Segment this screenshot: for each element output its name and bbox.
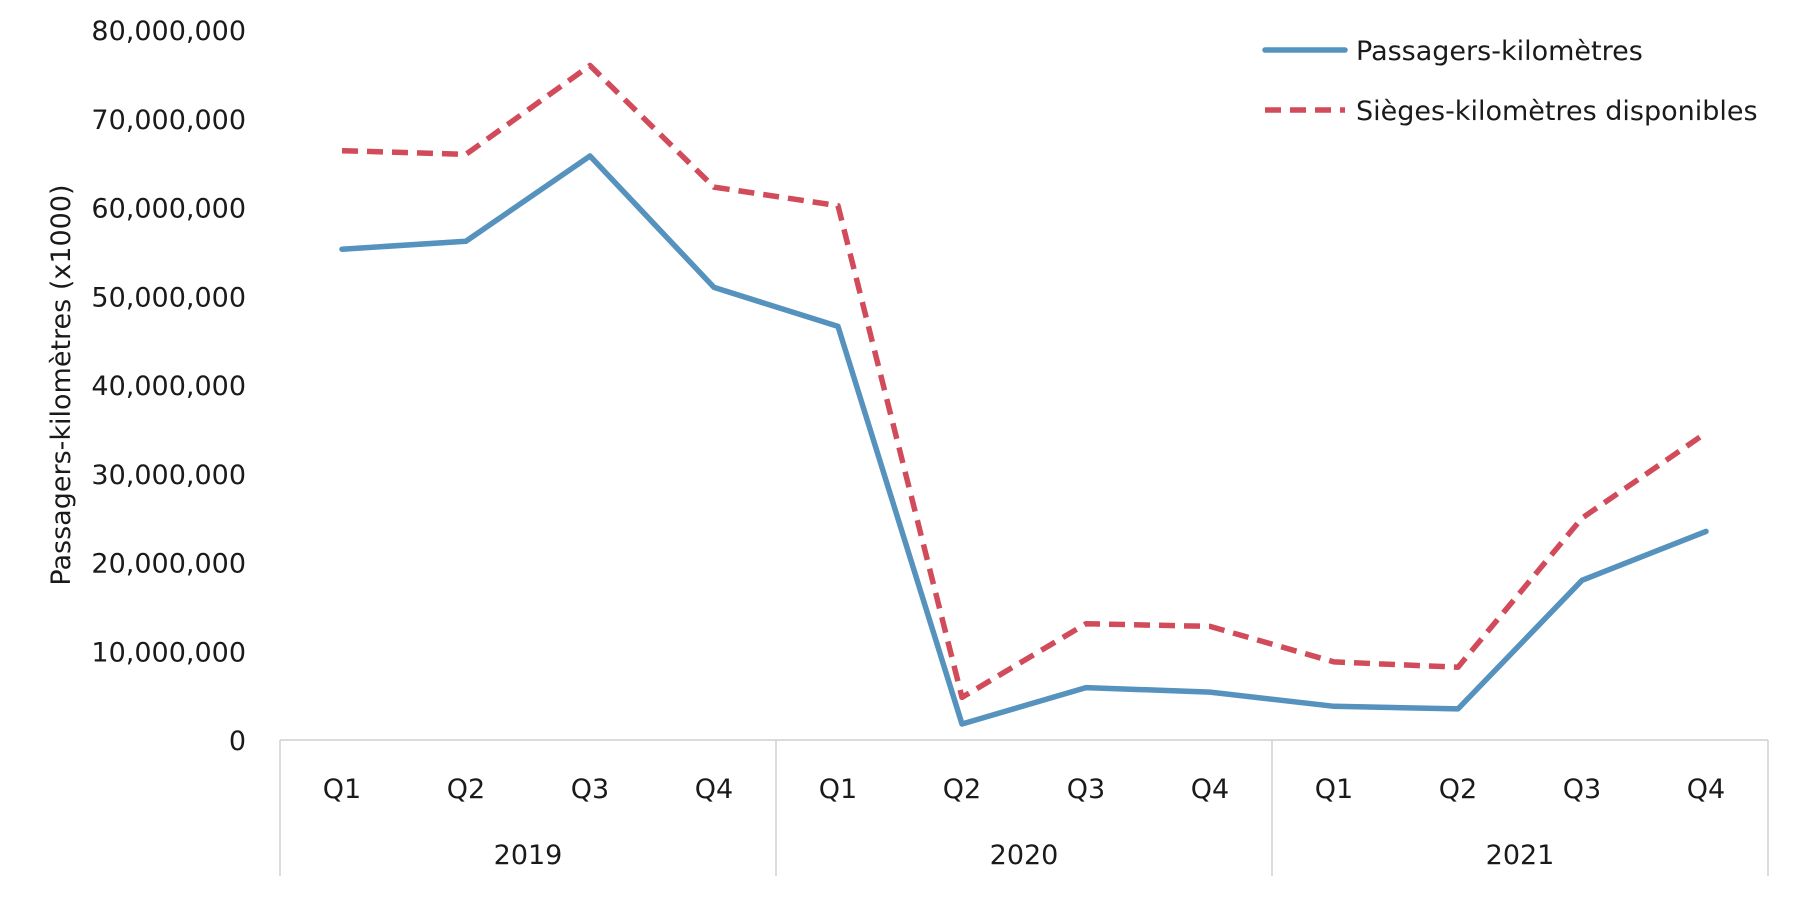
x-group-label: 2021 (1486, 840, 1555, 871)
y-axis-label: Passagers-kilomètres (x1000) (46, 184, 77, 585)
y-tick-label: 70,000,000 (91, 105, 246, 136)
x-tick-label: Q2 (447, 774, 485, 805)
x-tick-label: Q4 (1191, 774, 1229, 805)
x-axis: Q1 Q2 Q3 Q4 Q1 Q2 Q3 Q4 Q1 Q2 Q3 Q4 2019 2020 2021 (279, 739, 1769, 876)
y-axis-ticks: 0 10,000,000 20,000,000 30,000,000 40,000,00… (91, 16, 246, 757)
legend-label: Passagers-kilomètres (1356, 36, 1643, 67)
series-layer (339, 62, 1709, 727)
y-tick-label: 10,000,000 (91, 637, 246, 668)
legend: Passagers-kilomètres Sièges-kilomètres di… (1262, 36, 1758, 127)
x-tick-label: Q2 (1439, 774, 1477, 805)
y-tick-label: 80,000,000 (91, 16, 246, 47)
x-tick-label: Q4 (695, 774, 733, 805)
y-tick-label: 20,000,000 (91, 549, 246, 580)
y-tick-label: 0 (229, 726, 246, 757)
y-axis-title: Passagers-kilomètres (x1000) (46, 184, 77, 585)
series-line-1 (339, 153, 1709, 727)
x-tick-label: Q2 (943, 774, 981, 805)
x-group-label: 2020 (990, 840, 1059, 871)
x-tick-label: Q3 (571, 774, 609, 805)
x-tick-label: Q3 (1067, 774, 1105, 805)
x-tick-label: Q1 (323, 774, 361, 805)
y-tick-label: 30,000,000 (91, 460, 246, 491)
y-tick-label: 50,000,000 (91, 282, 246, 313)
x-tick-label: Q3 (1563, 774, 1601, 805)
y-tick-label: 40,000,000 (91, 371, 246, 402)
x-tick-label: Q4 (1687, 774, 1725, 805)
x-tick-label: Q1 (819, 774, 857, 805)
series-line-2 (341, 62, 1708, 701)
y-tick-label: 60,000,000 (91, 194, 246, 225)
legend-label: Sièges-kilomètres disponibles (1356, 96, 1758, 127)
x-tick-label: Q1 (1315, 774, 1353, 805)
x-group-label: 2019 (494, 840, 563, 871)
